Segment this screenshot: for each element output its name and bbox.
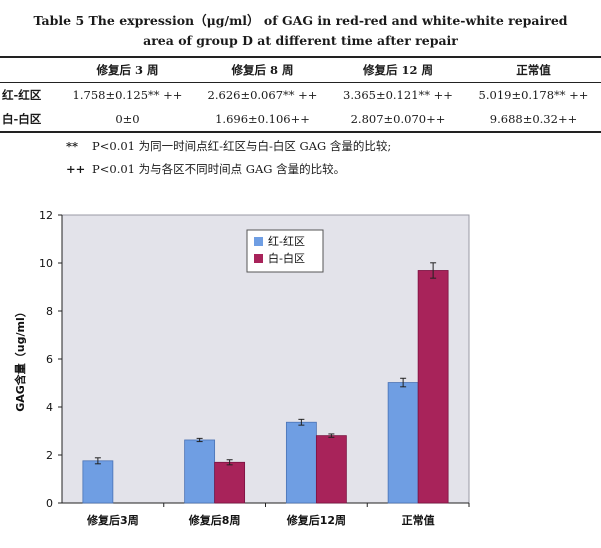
footnote-text: P<0.01 为同一时间点红-红区与白-白区 GAG 含量的比较; [92, 139, 392, 153]
table-row: 白-白区 0±0 1.696±0.106++ 2.807±0.070++ 9.6… [0, 107, 601, 132]
bar-chart: 0 2 4 6 8 10 12 修复后3周 修复后8周 修复后12周 正常值 GAG含量（ug/m… [13, 209, 470, 527]
data-table: 修复后 3 周 修复后 8 周 修复后 12 周 正常值 红-红区 1.758±… [0, 56, 601, 133]
footnote-text: P<0.01 为与各区不同时间点 GAG 含量的比较。 [92, 162, 346, 176]
table-header-corner [0, 57, 60, 83]
table-header-3w: 修复后 3 周 [96, 63, 159, 77]
x-tick-label: 正常值 [402, 513, 435, 527]
legend-label-red-red: 红-红区 [268, 235, 305, 248]
table-cell: 1.758±0.125** ++ [72, 88, 183, 102]
table-row-label: 白-白区 [2, 112, 42, 126]
bars [82, 262, 449, 504]
y-tick-label: 0 [46, 497, 53, 510]
bar [285, 421, 317, 504]
y-tick-label: 6 [46, 353, 53, 366]
bar [184, 439, 216, 504]
table-cell: 2.626±0.067** ++ [207, 88, 318, 102]
x-tick-label: 修复后12周 [286, 513, 346, 527]
y-axis-title: GAG含量（ug/ml） [13, 306, 27, 412]
table-cell: 3.365±0.121** ++ [343, 88, 453, 102]
footnote: ++ P<0.01 为与各区不同时间点 GAG 含量的比较。 [66, 161, 345, 177]
bar [387, 382, 419, 504]
table-cell: 2.807±0.070++ [350, 112, 446, 126]
table-cell: 0±0 [115, 112, 140, 126]
table-header-row: 修复后 3 周 修复后 8 周 修复后 12 周 正常值 [0, 57, 601, 83]
legend-swatch-red-red [254, 237, 263, 246]
y-tick-label: 12 [39, 209, 53, 222]
bar [214, 461, 246, 504]
y-tick-label: 4 [46, 401, 53, 414]
bar [82, 460, 114, 504]
table-caption-line-1: Table 5 The expression（μg/ml） of GAG in … [33, 13, 568, 28]
table-row-label: 红-红区 [2, 88, 42, 102]
footnote-mark: ++ [66, 162, 86, 176]
footnote: ** P<0.01 为同一时间点红-红区与白-白区 GAG 含量的比较; [66, 138, 391, 154]
y-tick-label: 10 [39, 257, 53, 270]
table-cell: 9.688±0.32++ [489, 112, 578, 126]
table-caption-line-2: area of group D at different time after … [143, 33, 458, 48]
x-tick-label: 修复后3周 [86, 513, 139, 527]
x-axis: 修复后3周 修复后8周 修复后12周 正常值 [62, 502, 470, 527]
bar [417, 270, 449, 504]
y-axis: 0 2 4 6 8 10 12 [39, 209, 63, 510]
x-tick-label: 修复后8周 [188, 513, 241, 527]
table-cell: 5.019±0.178** ++ [478, 88, 589, 102]
legend-swatch-white-white [254, 254, 263, 263]
table-header-8w: 修复后 8 周 [231, 63, 294, 77]
table-row: 红-红区 1.758±0.125** ++ 2.626±0.067** ++ 3… [0, 83, 601, 108]
bar [315, 435, 347, 504]
legend: 红-红区 白-白区 [246, 229, 324, 273]
legend-label-white-white: 白-白区 [268, 251, 305, 265]
y-tick-label: 8 [46, 305, 53, 318]
table-cell: 1.696±0.106++ [215, 112, 310, 126]
table-header-normal: 正常值 [516, 63, 551, 77]
table-header-12w: 修复后 12 周 [362, 63, 433, 77]
footnote-mark: ** [66, 139, 79, 153]
y-tick-label: 2 [46, 449, 53, 462]
